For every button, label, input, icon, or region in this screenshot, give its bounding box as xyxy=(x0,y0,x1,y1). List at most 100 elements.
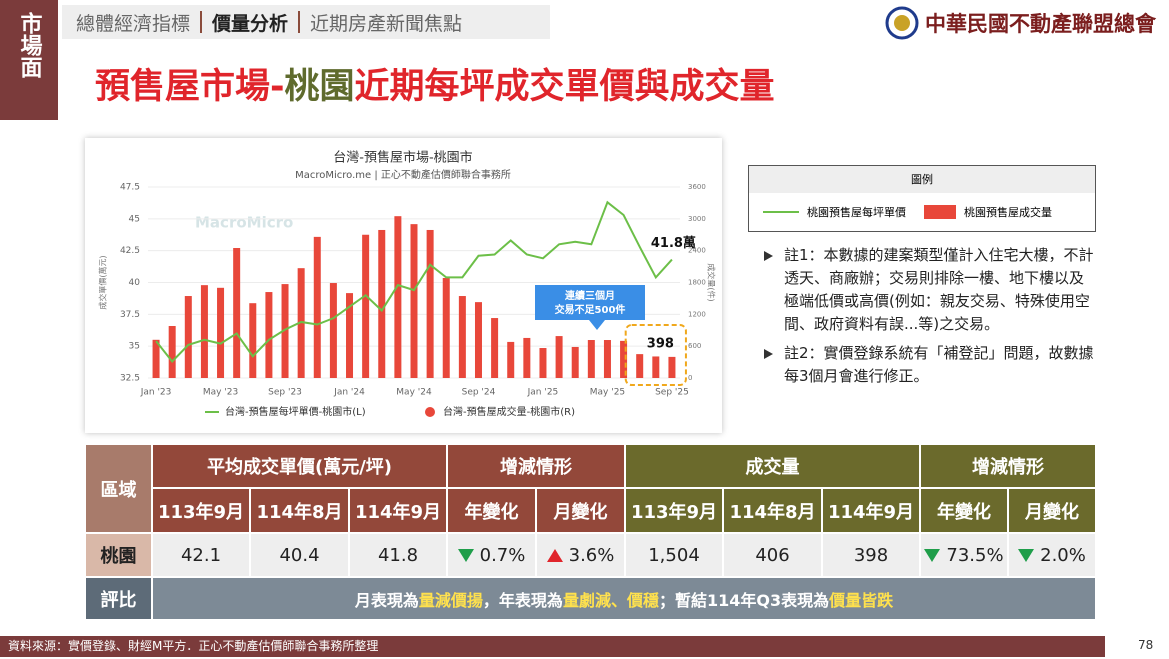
chart: 台灣-預售屋市場-桃園市 MacroMicro.me | 正心不動產估價師聯合事務… xyxy=(98,150,717,419)
bar xyxy=(668,356,676,378)
chart-subtitle: MacroMicro.me | 正心不動產估價師聯合事務所 xyxy=(295,168,511,181)
breadcrumb-item: 價量分析 xyxy=(212,12,289,35)
summary-segment: 量減價揚 xyxy=(418,590,483,610)
x-tick-label: Jan '23 xyxy=(140,388,172,398)
x-tick-label: Jan '24 xyxy=(333,388,365,398)
title-part: 預售屋市場- xyxy=(95,67,285,107)
summary-segment: 量劇減、價穩 xyxy=(562,590,659,610)
bar xyxy=(233,248,241,378)
side-tab: 市場面 xyxy=(0,0,58,120)
y-tick-label: 42.5 xyxy=(120,246,140,256)
y-tick-label: 40 xyxy=(129,278,141,288)
logo-emblem xyxy=(885,6,919,40)
row-region: 桃園 xyxy=(85,533,152,577)
bar xyxy=(603,340,611,378)
value-label: 41.8萬 xyxy=(651,235,696,251)
y-tick-label: 35 xyxy=(129,342,140,352)
bar xyxy=(378,229,386,378)
bar xyxy=(297,268,305,378)
bar xyxy=(329,283,337,378)
group-header: 成交量 xyxy=(625,444,920,488)
group-header: 增減情形 xyxy=(920,444,1096,488)
notes: 註1：本數據的建案類型僅計入住宅大樓，不計透天、商廠辦；交易則排除一樓、地下樓以… xyxy=(762,244,1098,394)
highlight-box xyxy=(624,324,687,386)
y2-tick-label: 2400 xyxy=(688,247,706,255)
table-cell: 73.5% xyxy=(920,533,1008,577)
table-cell: 41.8 xyxy=(349,533,447,577)
trend-text: 2.0% xyxy=(1040,544,1086,566)
y-tick-label: 47.5 xyxy=(120,183,140,193)
bar xyxy=(523,337,531,378)
bar xyxy=(346,293,354,378)
table-cell: 406 xyxy=(723,533,822,577)
y2-tick-label: 600 xyxy=(688,342,701,350)
legend-title: 圖例 xyxy=(749,166,1095,193)
chart-title: 台灣-預售屋市場-桃園市 xyxy=(333,150,472,166)
x-tick-label: Sep '24 xyxy=(462,388,496,398)
y-tick-label: 37.5 xyxy=(120,310,140,320)
bar xyxy=(652,356,660,378)
x-tick-label: Sep '23 xyxy=(268,388,302,398)
summary-segment: ，年表現為 xyxy=(482,590,563,610)
sub-header: 月變化 xyxy=(536,488,625,533)
x-tick-label: Sep '25 xyxy=(655,388,689,398)
table-cell: 2.0% xyxy=(1008,533,1096,577)
sub-header: 年變化 xyxy=(447,488,536,533)
x-tick-label: May '25 xyxy=(590,388,625,398)
bar xyxy=(168,326,176,378)
y2-tick-label: 0 xyxy=(688,374,692,382)
bar xyxy=(281,284,289,378)
callout-text: 連續三個月 xyxy=(565,289,615,302)
bar xyxy=(394,216,402,378)
summary-segment: 月表現為 xyxy=(354,590,419,610)
bar xyxy=(620,340,628,378)
bar xyxy=(410,224,418,378)
summary-segment: 價量皆跌 xyxy=(829,590,894,610)
sub-header: 月變化 xyxy=(1008,488,1096,533)
slide-title: 預售屋市場-桃園近期每坪成交單價與成交量 xyxy=(95,58,775,109)
title-part: 近期每坪成交單價與成交量 xyxy=(354,67,775,107)
bar xyxy=(442,277,450,378)
breadcrumb-item: 近期房產新聞焦點 xyxy=(310,12,463,35)
trend-arrow xyxy=(457,548,474,562)
group-header: 增減情形 xyxy=(447,444,625,488)
logo: 中華民國不動產聯盟總會 xyxy=(885,6,1156,40)
bar xyxy=(362,234,370,378)
group-header: 平均成交單價(萬元/坪) xyxy=(152,444,447,488)
note-marker xyxy=(764,349,773,359)
y2-tick-label: 1800 xyxy=(688,279,706,287)
x-tick-label: May '24 xyxy=(396,388,432,398)
legend-dot xyxy=(425,407,435,417)
bar xyxy=(507,341,515,378)
summary-text: 月表現為 量減價揚 ，年表現為 量劇減、價穩 ；暫結114年Q3表現為 價量皆跌 xyxy=(152,577,1096,620)
trend-arrow xyxy=(546,548,563,562)
bar xyxy=(539,348,547,378)
table-cell: 398 xyxy=(822,533,920,577)
bar xyxy=(184,296,192,378)
bar xyxy=(217,287,225,378)
sub-header: 114年8月 xyxy=(250,488,349,533)
trend-arrow xyxy=(1018,548,1035,562)
logo-text: 中華民國不動產聯盟總會 xyxy=(925,12,1156,36)
y2-tick-label: 3600 xyxy=(688,183,706,191)
note-marker xyxy=(764,251,773,261)
note-text: 註1：本數據的建案類型僅計入住宅大樓，不計透天、商廠辦；交易則排除一樓、地下樓以… xyxy=(784,246,1094,333)
trend-arrow xyxy=(924,548,941,562)
summary-table: 區域 平均成交單價(萬元/坪) 增減情形 成交量 增減情形 113年9月 114年8月 114… xyxy=(85,444,1096,620)
sub-header: 114年9月 xyxy=(822,488,920,533)
bar xyxy=(152,339,160,378)
x-tick-label: Jan '25 xyxy=(527,388,559,398)
legend-label: 台灣-預售屋成交量-桃園市(R) xyxy=(443,405,575,418)
region-header: 區域 xyxy=(85,444,152,533)
page-number: 78 xyxy=(1138,638,1154,652)
bar xyxy=(249,303,257,378)
legend-line-icon xyxy=(763,211,799,213)
trend-text: 3.6% xyxy=(568,544,615,566)
table-cell: 40.4 xyxy=(250,533,349,577)
y-tick-label: 32.5 xyxy=(120,374,140,384)
sub-header: 年變化 xyxy=(920,488,1008,533)
bar xyxy=(265,292,273,378)
legend-item: 桃園預售屋每坪單價 xyxy=(807,206,906,219)
footer-source: 資料來源：實價登錄、財經M平方．正心不動產估價師聯合事務所整理 xyxy=(0,636,1105,657)
bar xyxy=(555,336,563,378)
